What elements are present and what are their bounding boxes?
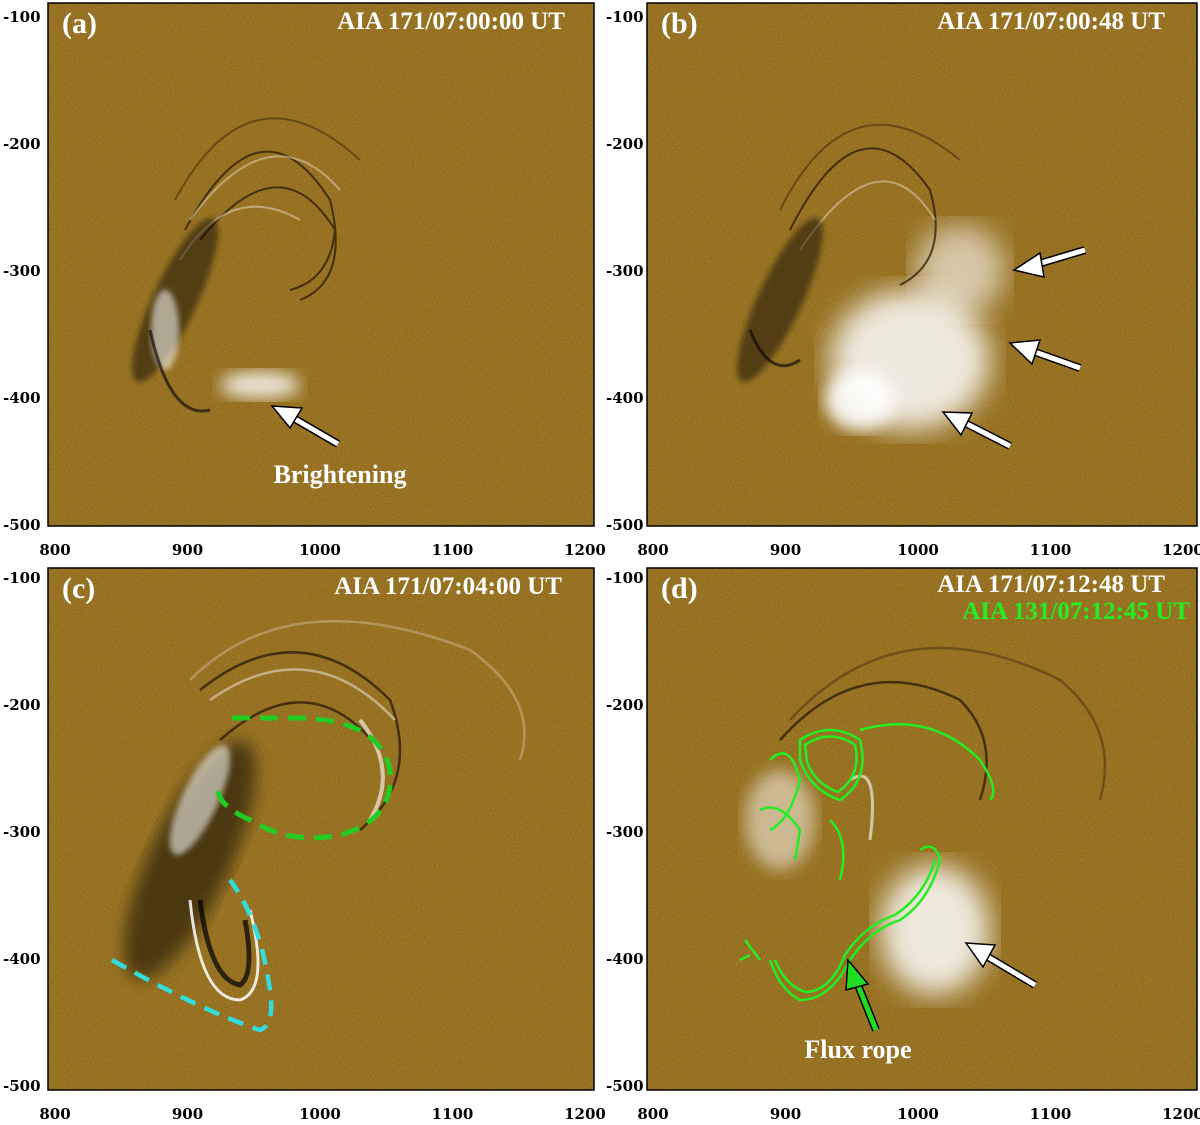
panel-d-x-tick-label: 800 [637, 1105, 668, 1123]
panel-c-y-tick-label: -500 [3, 1077, 41, 1095]
panel-d-y-tick-label: -300 [606, 823, 644, 841]
panel-d-x-tick-label: 1200 [1162, 1105, 1200, 1123]
panel-d-y-tick-label: -200 [606, 696, 644, 714]
panel-c-green-loop-outline [215, 715, 393, 841]
panel-a-label: (a) [62, 7, 97, 40]
panel-c-x-tick-label: 900 [172, 1105, 203, 1123]
panel-d-noise [647, 568, 1197, 1090]
panel-d-arrow-white [964, 942, 1038, 989]
panel-a-y-tick-label: -400 [3, 389, 41, 407]
panel-a-x-tick-label: 1200 [564, 541, 606, 559]
panel-d: (d) AIA 171/07:12:48 UT AIA 131/07:12:45… [647, 568, 1197, 1090]
panel-b: (b) AIA 171/07:00:48 UT [647, 3, 1197, 526]
panel-b-x-tick-label: 900 [770, 541, 801, 559]
panel-a-x-tick-label: 1100 [432, 541, 474, 559]
panel-b-x-tick-label: 1000 [897, 541, 939, 559]
panel-a-active-region [132, 217, 300, 413]
panel-d-arrow-green [845, 958, 880, 1032]
panel-frames [47, 2, 1198, 1091]
panel-b-title: AIA 171/07:00:48 UT [937, 8, 1165, 35]
panel-d-x-tick-label: 1000 [897, 1105, 939, 1123]
panel-b-x-tick-label: 800 [637, 541, 668, 559]
panel-b-brightening [825, 225, 1005, 430]
panel-a-y-tick-label: -300 [3, 262, 41, 280]
panel-c-x-tick-label: 800 [39, 1105, 70, 1123]
panel-a-y-tick-label: -200 [3, 135, 41, 153]
panel-a-x-tick-label: 800 [39, 541, 70, 559]
panel-d-x-tick-label: 900 [770, 1105, 801, 1123]
panel-a-title: AIA 171/07:00:00 UT [337, 8, 565, 35]
panel-a-annotation: Brightening [274, 460, 407, 489]
panel-a-x-tick-label: 1000 [299, 541, 341, 559]
panel-d-annotation: Flux rope [804, 1035, 911, 1064]
panel-b-x-tick-label: 1200 [1162, 541, 1200, 559]
panel-d-y-tick-label: -500 [606, 1077, 644, 1095]
panel-a-y-tick-label: -100 [3, 8, 41, 26]
panel-c-noise [48, 568, 594, 1090]
panel-b-active-region [737, 217, 823, 383]
panel-a: (a) AIA 171/07:00:00 UT Brightening [48, 3, 594, 526]
panel-c-y-tick-label: -100 [3, 569, 41, 587]
panel-d-title-131: AIA 131/07:12:45 UT [962, 598, 1190, 625]
panel-a-arrow [270, 405, 341, 448]
panel-b-arrow-1 [1012, 246, 1087, 278]
panel-c-y-tick-label: -200 [3, 696, 41, 714]
panel-d-y-tick-label: -400 [606, 950, 644, 968]
panel-d-green-contours [739, 723, 995, 1002]
panel-b-arrow-2 [1008, 339, 1082, 372]
panel-b-y-tick-label: -300 [606, 262, 644, 280]
panel-a-noise [48, 3, 594, 526]
panel-b-y-tick-label: -500 [606, 516, 644, 534]
panel-b-y-tick-label: -200 [606, 135, 644, 153]
panel-a-x-tick-label: 900 [172, 541, 203, 559]
panel-b-x-tick-label: 1100 [1030, 541, 1072, 559]
panel-c: (c) AIA 171/07:04:00 UT [48, 568, 594, 1090]
panel-c-label: (c) [62, 572, 95, 605]
panel-c-x-tick-label: 1000 [299, 1105, 341, 1123]
panel-c-cyan-loop-outline [110, 878, 274, 1033]
panel-a-y-tick-label: -500 [3, 516, 41, 534]
panel-b-y-tick-label: -400 [606, 389, 644, 407]
panel-c-loops [189, 620, 526, 831]
panel-c-x-tick-label: 1200 [564, 1105, 606, 1123]
panel-c-y-tick-label: -400 [3, 950, 41, 968]
axis-tick-labels: 800 900 1000 1100 1200-100-200-300-400-50080… [3, 8, 1200, 1123]
panel-d-title-171: AIA 171/07:12:48 UT [937, 571, 1165, 598]
panel-d-x-tick-label: 1100 [1030, 1105, 1072, 1123]
panel-b-label: (b) [661, 7, 698, 40]
panel-c-y-tick-label: -300 [3, 823, 41, 841]
panel-c-title: AIA 171/07:04:00 UT [334, 573, 562, 600]
panel-d-label: (d) [661, 572, 698, 605]
panel-d-loops [779, 646, 1107, 841]
panel-b-arrow-3 [941, 411, 1012, 450]
panel-b-y-tick-label: -100 [606, 8, 644, 26]
panel-c-x-tick-label: 1100 [432, 1105, 474, 1123]
panel-d-y-tick-label: -100 [606, 569, 644, 587]
